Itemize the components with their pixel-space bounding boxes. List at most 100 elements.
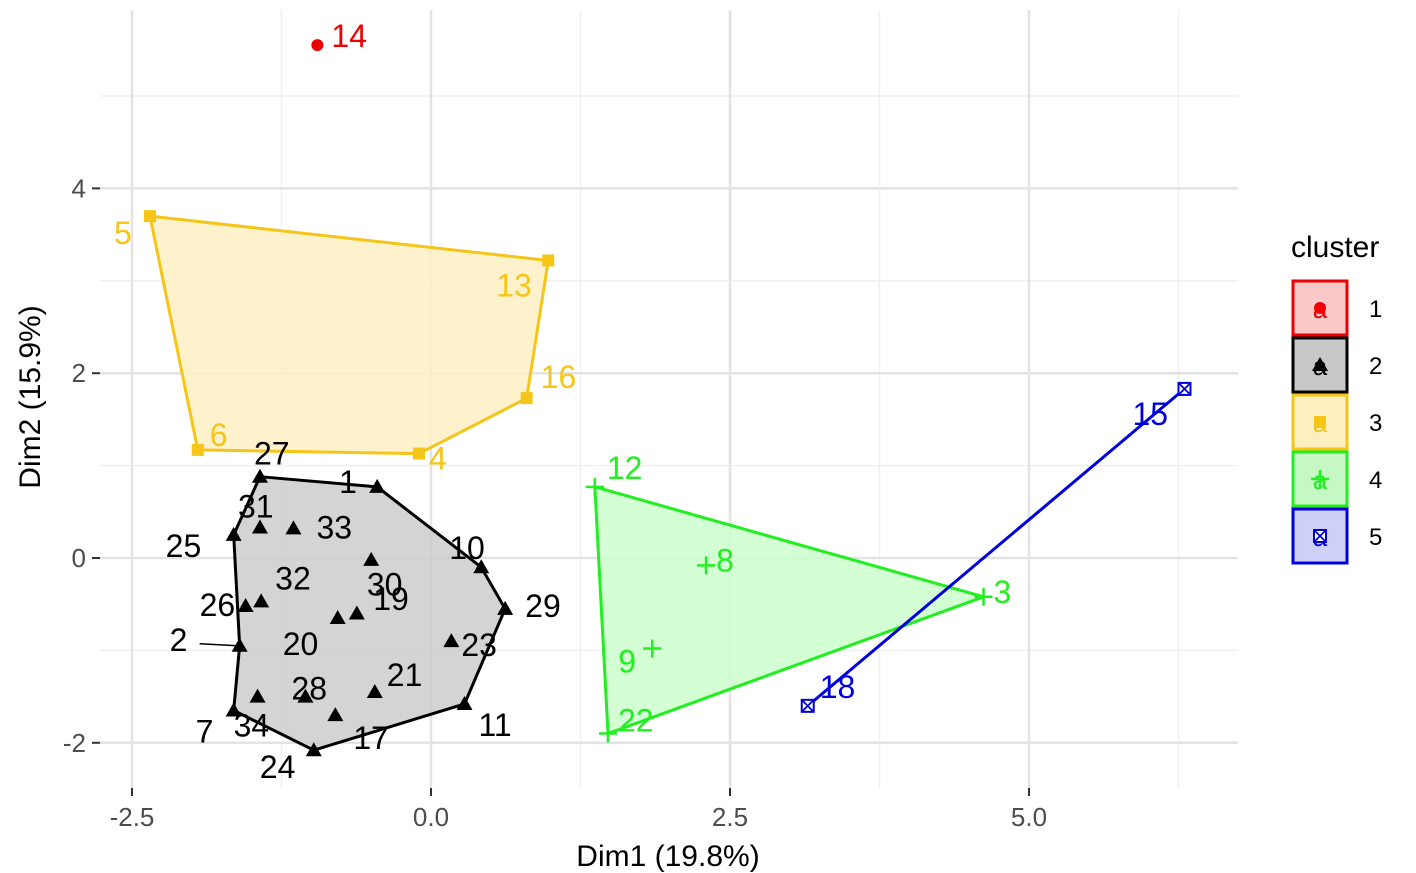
point-label-32: 32 xyxy=(275,560,311,596)
x-tick-label: 0.0 xyxy=(413,802,449,832)
point-label-20: 20 xyxy=(283,626,319,662)
point-28 xyxy=(297,688,314,703)
point-13 xyxy=(542,254,555,267)
point-10 xyxy=(473,559,490,574)
cluster-3-hull xyxy=(148,214,550,456)
legend-key-marker xyxy=(1314,416,1326,428)
point-8 xyxy=(697,556,716,575)
legend-label: 4 xyxy=(1369,467,1382,494)
point-19 xyxy=(363,551,380,566)
point-23 xyxy=(443,633,460,648)
point-label-19: 19 xyxy=(373,581,409,617)
point-2 xyxy=(231,637,248,652)
point-labels: 1412710111719202123242526272829303132333… xyxy=(114,18,1168,785)
point-16 xyxy=(520,392,533,405)
point-label-12: 12 xyxy=(607,450,643,486)
point-label-23: 23 xyxy=(461,627,497,663)
point-label-25: 25 xyxy=(166,528,202,564)
x-tick-label: -2.5 xyxy=(110,802,155,832)
legend: cluster a1a2a3a4a5 xyxy=(1291,231,1382,565)
legend-entry-4: a4 xyxy=(1291,450,1382,508)
legend-entry-1: a1 xyxy=(1291,279,1382,337)
legend-label: 3 xyxy=(1369,410,1382,437)
point-1 xyxy=(369,478,386,493)
leader-line-2 xyxy=(199,643,238,647)
point-label-8: 8 xyxy=(716,542,734,578)
point-4 xyxy=(413,447,426,460)
cluster-5-hull xyxy=(806,387,1186,707)
legend-entry-5: a5 xyxy=(1291,507,1382,565)
point-6 xyxy=(191,443,204,456)
point-9 xyxy=(643,639,662,658)
point-18 xyxy=(800,698,815,713)
point-label-31: 31 xyxy=(238,489,274,525)
point-label-2: 2 xyxy=(170,622,188,658)
point-label-21: 21 xyxy=(387,657,423,693)
point-label-17: 17 xyxy=(353,720,389,756)
y-tick-label: 4 xyxy=(72,173,86,203)
point-12 xyxy=(585,477,604,496)
x-tick-label: 5.0 xyxy=(1011,802,1047,832)
point-label-16: 16 xyxy=(541,359,577,395)
point-label-1: 1 xyxy=(339,464,357,500)
legend-key-marker xyxy=(1314,302,1326,314)
point-label-33: 33 xyxy=(316,509,352,545)
point-label-9: 9 xyxy=(618,644,636,680)
legend-entry-3: a3 xyxy=(1291,393,1382,451)
point-3 xyxy=(974,587,993,606)
point-label-29: 29 xyxy=(525,588,561,624)
point-5 xyxy=(143,210,156,223)
point-33 xyxy=(285,520,302,535)
legend-key-marker xyxy=(1311,470,1329,488)
point-24 xyxy=(305,742,322,757)
point-label-30: 30 xyxy=(367,566,403,602)
point-label-13: 13 xyxy=(496,267,532,303)
legend-key-marker xyxy=(1313,529,1327,543)
cluster-2-hull xyxy=(232,475,507,752)
cluster-4-hull xyxy=(593,485,986,736)
x-tick-label: 2.5 xyxy=(712,802,748,832)
point-17 xyxy=(327,707,344,722)
point-22 xyxy=(599,724,618,743)
point-label-22: 22 xyxy=(618,703,654,739)
point-25 xyxy=(225,526,242,541)
point-label-7: 7 xyxy=(196,713,214,749)
point-32 xyxy=(253,593,270,608)
point-31 xyxy=(251,519,268,534)
point-11 xyxy=(456,695,473,710)
point-26 xyxy=(237,598,254,613)
point-15 xyxy=(1177,381,1192,396)
legend-label: 5 xyxy=(1369,524,1382,551)
cluster-hulls xyxy=(148,214,1186,752)
y-tick-label: 2 xyxy=(72,358,86,388)
point-label-15: 15 xyxy=(1132,396,1168,432)
point-label-26: 26 xyxy=(200,587,236,623)
point-label-6: 6 xyxy=(210,417,228,453)
point-21 xyxy=(366,683,383,698)
legend-key-marker xyxy=(1312,357,1328,371)
legend-label: 2 xyxy=(1369,353,1382,380)
point-label-34: 34 xyxy=(234,708,270,744)
point-label-14: 14 xyxy=(331,18,367,54)
data-points xyxy=(143,39,1192,757)
point-label-24: 24 xyxy=(260,749,296,785)
legend-entry-2: a2 xyxy=(1291,336,1382,394)
label-leaders xyxy=(199,643,238,647)
point-label-28: 28 xyxy=(291,671,327,707)
legend-title: cluster xyxy=(1291,231,1379,264)
point-label-4: 4 xyxy=(429,441,447,477)
point-label-27: 27 xyxy=(254,436,290,472)
point-27 xyxy=(251,468,268,483)
point-34 xyxy=(249,688,266,703)
point-29 xyxy=(497,600,514,615)
legend-label: 1 xyxy=(1369,296,1382,323)
point-14 xyxy=(311,39,324,52)
y-tick-label: 0 xyxy=(72,543,86,573)
point-label-18: 18 xyxy=(820,669,856,705)
point-20 xyxy=(329,610,346,625)
point-7 xyxy=(225,702,242,717)
x-axis-title: Dim1 (19.8%) xyxy=(576,840,759,873)
point-label-11: 11 xyxy=(478,707,511,743)
